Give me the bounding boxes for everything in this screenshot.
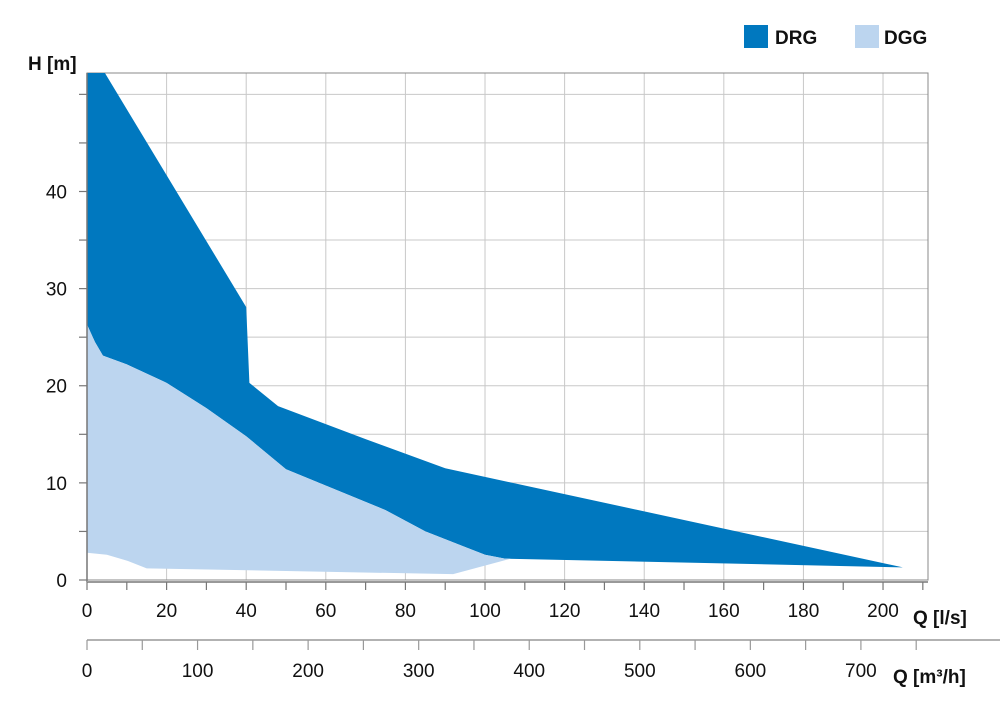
area-dgg xyxy=(87,324,511,575)
x-tick-label: 60 xyxy=(315,601,336,622)
x-tick-label: 40 xyxy=(236,601,257,622)
x-tick-label: 160 xyxy=(708,601,740,622)
x-tick-label: 0 xyxy=(82,601,93,622)
x2-tick-label: 700 xyxy=(845,661,877,682)
y-tick-label: 10 xyxy=(46,474,67,495)
legend-swatch-drg xyxy=(744,25,768,48)
x-tick-label: 140 xyxy=(628,601,660,622)
x-axis-label: Q [l/s] xyxy=(913,608,967,629)
legend-label-dgg: DGG xyxy=(884,28,927,49)
x-tick-label: 120 xyxy=(549,601,581,622)
x-tick-label: 80 xyxy=(395,601,416,622)
x2-tick-label: 0 xyxy=(82,661,93,682)
y-axis-label: H [m] xyxy=(28,54,77,75)
areas xyxy=(87,73,903,575)
x-tick-label: 100 xyxy=(469,601,501,622)
y-tick-label: 0 xyxy=(56,571,67,592)
legend-swatch-dgg xyxy=(855,25,879,48)
y-tick-label: 30 xyxy=(46,280,67,301)
y-tick-label: 40 xyxy=(46,182,67,203)
legend: DRG DGG xyxy=(744,25,927,49)
x2-tick-label: 300 xyxy=(403,661,435,682)
y-tick-label: 20 xyxy=(46,377,67,398)
x-tick-label: 20 xyxy=(156,601,177,622)
x-tick-label: 200 xyxy=(867,601,899,622)
x2-tick-label: 200 xyxy=(292,661,324,682)
x-tick-label: 180 xyxy=(788,601,820,622)
x2-tick-label: 500 xyxy=(624,661,656,682)
area-drg xyxy=(87,73,903,568)
legend-label-drg: DRG xyxy=(775,28,817,49)
x2-tick-label: 400 xyxy=(513,661,545,682)
x2-tick-label: 600 xyxy=(735,661,767,682)
x2-axis-label: Q [m³/h] xyxy=(893,667,966,688)
x2-tick-label: 100 xyxy=(182,661,214,682)
